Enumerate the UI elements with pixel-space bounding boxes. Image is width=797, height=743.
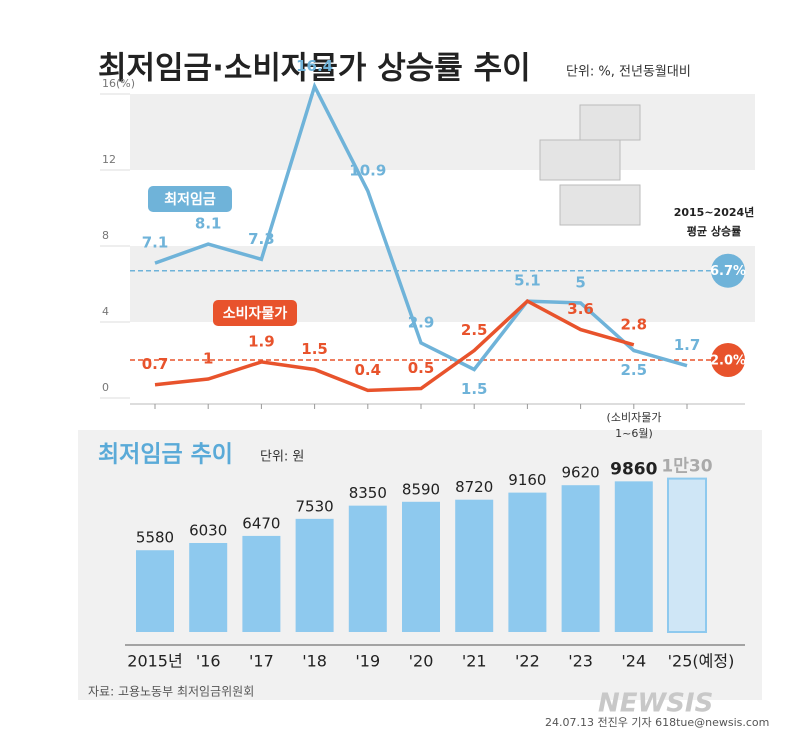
value-label: 5580 bbox=[136, 529, 174, 547]
value-label: 3.6 bbox=[567, 300, 594, 318]
bar bbox=[348, 505, 387, 632]
value-label: 8.1 bbox=[195, 215, 222, 233]
value-label: 7.3 bbox=[248, 230, 275, 248]
annotation: 2015~2024년 bbox=[674, 205, 755, 219]
y-tick-label: 12 bbox=[102, 153, 116, 166]
source: 자료: 고용노동부 최저임금위원회 bbox=[88, 685, 254, 699]
value-label: 0.5 bbox=[408, 359, 435, 377]
y-tick-label: 16(%) bbox=[102, 77, 135, 90]
note: (소비자물가 bbox=[607, 411, 662, 424]
bar bbox=[667, 477, 707, 633]
grid-band bbox=[130, 94, 755, 170]
value-label: 16.4 bbox=[296, 57, 333, 75]
x-tick-label: '17 bbox=[249, 652, 274, 671]
x-tick-label: '18 bbox=[302, 652, 327, 671]
reference-label: 6.7% bbox=[710, 264, 746, 279]
legend-label: 최저임금 bbox=[164, 192, 216, 208]
x-tick-label: '24 bbox=[621, 652, 646, 671]
annotation: 평균 상승률 bbox=[687, 224, 741, 238]
value-label: 1만30 bbox=[661, 457, 712, 477]
value-label: 7530 bbox=[296, 497, 334, 515]
value-label: 8590 bbox=[402, 480, 440, 498]
x-tick-label: '22 bbox=[515, 652, 540, 671]
series-line bbox=[154, 81, 688, 372]
value-label: 0.4 bbox=[355, 361, 382, 379]
bar bbox=[561, 485, 600, 632]
bar bbox=[136, 550, 174, 632]
bar bbox=[508, 492, 547, 632]
x-tick-label: '16 bbox=[196, 652, 221, 671]
value-label: 10.9 bbox=[349, 161, 386, 179]
legend-box bbox=[213, 300, 297, 326]
reference-label: 2.0% bbox=[710, 354, 746, 369]
x-tick-label: '19 bbox=[355, 652, 380, 671]
bar bbox=[455, 499, 494, 632]
value-label: 9860 bbox=[610, 459, 657, 479]
box-illustration bbox=[539, 104, 641, 226]
value-label: 8720 bbox=[455, 478, 493, 496]
x-tick-label: '20 bbox=[409, 652, 434, 671]
bar-title: 최저임금 추이 bbox=[98, 442, 233, 468]
bar bbox=[295, 518, 334, 632]
value-label: 1.7 bbox=[674, 336, 701, 354]
value-label: 2.9 bbox=[408, 313, 435, 331]
y-tick-label: 4 bbox=[102, 305, 109, 318]
logo: NEWSIS bbox=[598, 689, 713, 719]
value-label: 1 bbox=[203, 350, 213, 368]
reference-badge bbox=[711, 343, 745, 377]
value-label: 5.1 bbox=[514, 272, 541, 290]
credit: 24.07.13 전진우 기자 618tue@newsis.com bbox=[545, 716, 769, 729]
value-label: 6030 bbox=[189, 521, 227, 539]
value-label: 7.1 bbox=[142, 234, 169, 252]
title: 최저임금·소비자물가 상승률 추이 bbox=[98, 51, 531, 87]
legend-label: 소비자물가 bbox=[223, 306, 288, 322]
y-tick-label: 8 bbox=[102, 229, 109, 242]
y-tick-label: 0 bbox=[102, 381, 109, 394]
value-label: 2.5 bbox=[621, 361, 648, 379]
bar-subtitle: 단위: 원 bbox=[260, 450, 304, 465]
value-label: 1.5 bbox=[461, 380, 488, 398]
value-label: 9160 bbox=[508, 471, 546, 489]
value-label: 5 bbox=[575, 274, 585, 292]
bar bbox=[242, 535, 281, 632]
value-label: 2.8 bbox=[621, 315, 648, 333]
bar bbox=[614, 481, 653, 632]
reference-badge bbox=[711, 253, 745, 288]
subtitle: 단위: %, 전년동월대비 bbox=[566, 65, 691, 80]
value-label: 0.7 bbox=[142, 355, 169, 373]
legend-box bbox=[148, 186, 232, 212]
value-label: 8350 bbox=[349, 484, 387, 502]
x-tick-label: '21 bbox=[462, 652, 487, 671]
value-label: 1.5 bbox=[301, 340, 328, 358]
value-label: 2.5 bbox=[461, 321, 488, 339]
note: 1~6월) bbox=[615, 427, 653, 440]
x-tick-label: '23 bbox=[568, 652, 593, 671]
x-tick-label: 2015년 bbox=[127, 652, 182, 671]
value-label: 6470 bbox=[242, 514, 280, 532]
bar bbox=[189, 542, 228, 632]
series-line bbox=[154, 298, 635, 393]
bar bbox=[402, 501, 440, 632]
x-tick-label: '25(예정) bbox=[668, 652, 735, 671]
value-label: 1.9 bbox=[248, 332, 275, 350]
value-label: 9620 bbox=[562, 464, 600, 482]
